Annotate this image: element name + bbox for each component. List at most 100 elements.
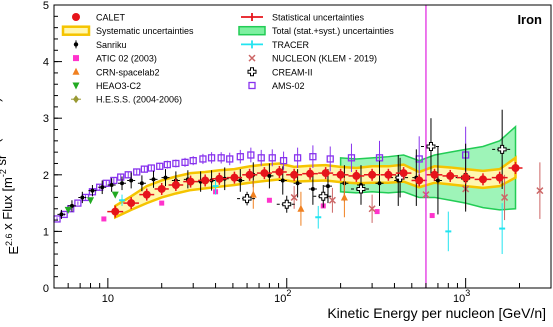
ams02-point	[326, 155, 334, 163]
y-tick-label: 4	[43, 57, 49, 69]
calet-point	[368, 170, 377, 179]
ams02-point	[347, 154, 356, 162]
calet-point	[186, 177, 195, 186]
ams02-point	[199, 155, 207, 163]
legend-label: AMS-02	[272, 81, 305, 91]
x-axis-label: Kinetic Energy per nucleon [GeV/n]	[327, 305, 546, 321]
sanriku-point	[377, 181, 382, 186]
legend-label: Total (stat.+syst.) uncertainties	[272, 26, 394, 36]
y-axis-label: E2.6 x Flux [m-2 sr-1 (GeV/n)1.6]	[0, 81, 21, 254]
calet-point	[384, 170, 393, 179]
ams02-point	[309, 153, 317, 161]
legend: CALET Systematic uncertainties Sanriku ATIC…	[61, 13, 394, 105]
calet-point	[321, 169, 330, 178]
calet-point	[352, 171, 361, 180]
legend-label: CREAM-II	[272, 67, 313, 77]
sanriku-point	[325, 184, 330, 189]
ams02-point	[172, 159, 180, 168]
atic-point	[159, 200, 165, 206]
calet-point	[399, 169, 408, 178]
calet-point	[461, 173, 470, 182]
legend-label: Statistical uncertainties	[272, 13, 365, 23]
legend-marker	[248, 54, 256, 62]
atic-point	[266, 197, 272, 203]
sanriku-point	[163, 175, 168, 180]
plot-frame	[53, 4, 552, 289]
data-points	[53, 109, 544, 255]
sanriku-point	[295, 181, 300, 186]
calet-point	[157, 184, 166, 193]
heao3-point	[64, 206, 72, 214]
calet-point	[290, 170, 299, 179]
legend-label: H.E.S.S. (2004-2006)	[96, 95, 182, 105]
legend-marker	[72, 82, 80, 90]
ams02-point	[74, 199, 82, 207]
calet-point	[142, 190, 151, 199]
calet-point	[127, 199, 136, 208]
y-tick-label: 1	[43, 226, 49, 238]
legend-label: CALET	[96, 13, 126, 23]
ams02-point	[293, 154, 302, 162]
ams02-point	[268, 154, 276, 162]
nucleon-point	[328, 196, 336, 204]
y-tick-label: 0	[43, 283, 49, 295]
ams02-point	[163, 160, 171, 169]
calet-point	[245, 170, 254, 179]
calet-point	[260, 169, 269, 178]
nucleon-point	[536, 187, 544, 195]
legend-label: Systematic uncertainties	[96, 26, 194, 36]
legend-label: CRN-spacelab2	[96, 67, 160, 77]
nucleon-point	[368, 205, 376, 213]
crn-point	[340, 193, 348, 201]
chart-title: Iron	[517, 12, 542, 27]
ams02-point	[236, 153, 244, 161]
legend-label: HEAO3-C2	[96, 81, 141, 91]
nucleon-point	[501, 193, 509, 201]
calet-point	[201, 176, 210, 185]
sanriku-point	[435, 178, 440, 183]
sanriku-point	[90, 188, 95, 193]
cream-point	[426, 142, 436, 151]
legend-marker	[72, 67, 80, 75]
legend-label: TRACER	[272, 40, 310, 50]
ams02-point	[110, 176, 118, 185]
systematic-uncertainty-band	[114, 155, 517, 220]
calet-point	[495, 173, 504, 182]
y-tick-label: 3	[43, 113, 49, 125]
sanriku-point	[59, 212, 64, 217]
calet-point	[111, 207, 120, 216]
ams02-point	[189, 156, 197, 165]
sanriku-point	[80, 195, 85, 200]
legend-marker	[73, 95, 79, 104]
calet-point	[336, 170, 345, 179]
sanriku-point	[129, 178, 134, 183]
sanriku-point	[267, 173, 272, 178]
atic-point	[101, 216, 107, 222]
ams02-point	[226, 155, 234, 163]
legend-label: ATIC 02 (2003)	[96, 54, 157, 64]
cream-point	[497, 144, 507, 154]
legend-marker	[72, 13, 80, 21]
crn-point	[249, 190, 257, 198]
legend-marker	[248, 81, 256, 90]
ams02-point	[140, 165, 149, 173]
ams02-point	[156, 162, 164, 170]
legend-label: Sanriku	[96, 40, 127, 50]
sanriku-point	[100, 185, 105, 190]
y-tick-label: 5	[43, 0, 49, 12]
sanriku-point	[109, 182, 114, 187]
ams02-point	[147, 164, 155, 172]
cream-point	[318, 191, 328, 201]
ams02-point	[217, 154, 225, 162]
atic-point	[374, 209, 380, 215]
calet-point	[511, 164, 520, 173]
calet-point	[478, 175, 487, 184]
calet-point	[230, 173, 239, 182]
sanriku-point	[280, 178, 285, 183]
legend-marker	[73, 55, 79, 62]
y-tick-label: 2	[43, 170, 49, 182]
cream-point	[356, 184, 366, 194]
crn-point	[297, 204, 305, 212]
